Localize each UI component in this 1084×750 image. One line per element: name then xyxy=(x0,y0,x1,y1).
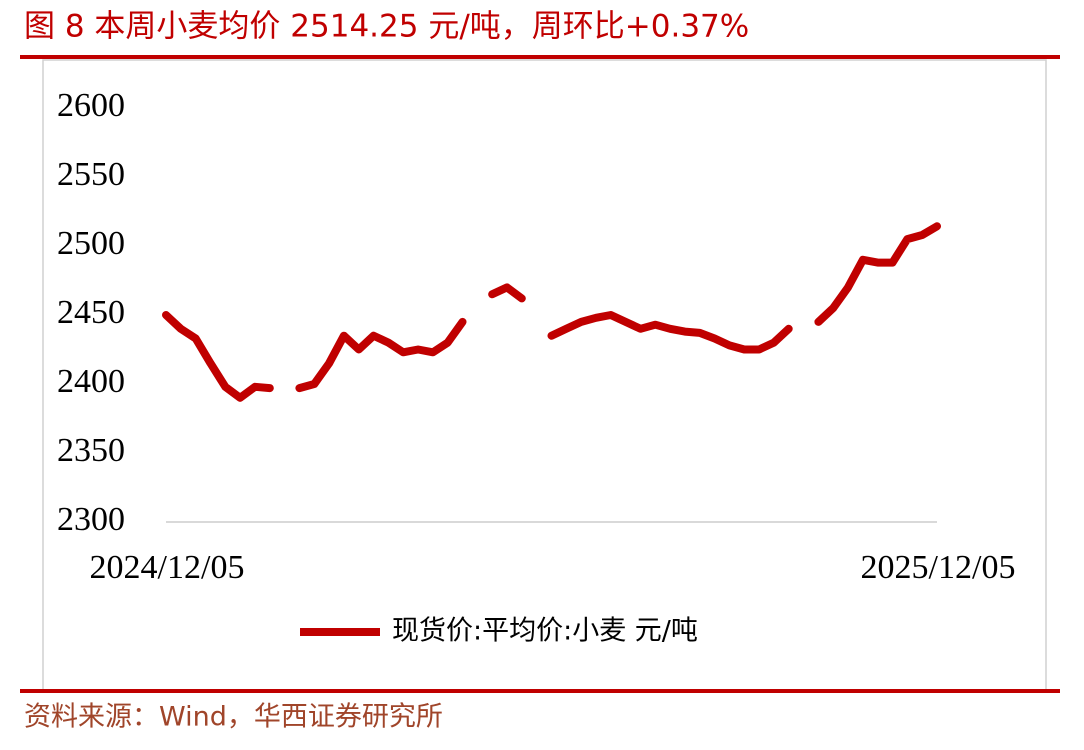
series-line xyxy=(162,222,941,402)
y-tick-label: 2350 xyxy=(57,432,125,469)
chart-frame xyxy=(42,59,1047,691)
y-tick-label: 2550 xyxy=(57,156,125,193)
y-tick-label: 2500 xyxy=(57,225,125,262)
y-tick-label: 2450 xyxy=(57,294,125,331)
y-tick-label: 2600 xyxy=(57,87,125,124)
legend-label: 现货价:平均价:小麦 元/吨 xyxy=(392,616,698,647)
y-tick-label: 2300 xyxy=(57,501,125,538)
y-tick-label: 2400 xyxy=(57,363,125,400)
chart-title: 图 8 本周小麦均价 2514.25 元/吨，周环比+0.37% xyxy=(24,9,749,45)
x-tick-label: 2025/12/05 xyxy=(861,549,1016,586)
x-tick-label: 2024/12/05 xyxy=(90,549,245,586)
source-note: 资料来源：Wind，华西证券研究所 xyxy=(24,702,443,733)
